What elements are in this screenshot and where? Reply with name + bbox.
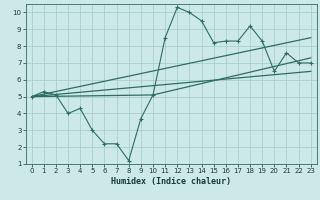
X-axis label: Humidex (Indice chaleur): Humidex (Indice chaleur) [111, 177, 231, 186]
